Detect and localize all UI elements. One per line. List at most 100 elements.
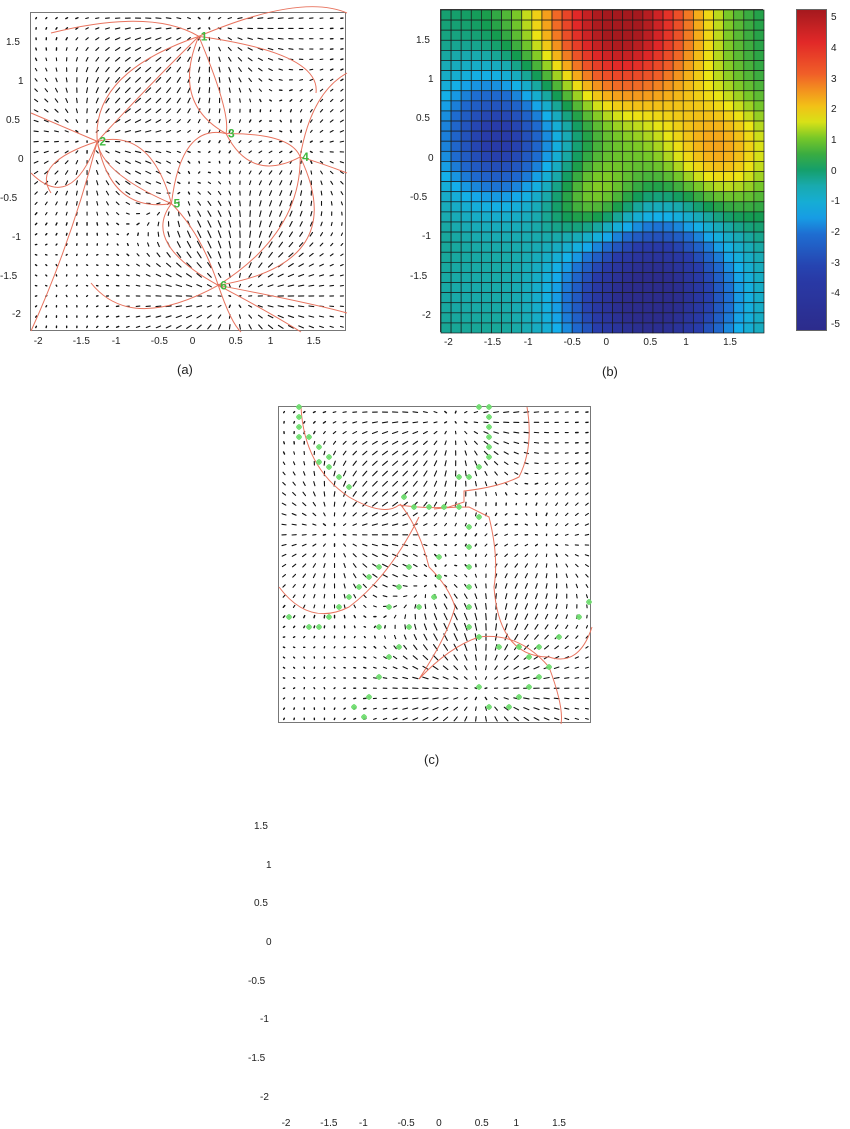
colorbar-tick-label: 1 bbox=[831, 135, 837, 146]
x-tick-label: 1.5 bbox=[552, 1118, 566, 1129]
boundary-marker bbox=[416, 604, 422, 610]
boundary-marker bbox=[586, 599, 592, 605]
boundary-marker bbox=[326, 464, 332, 470]
boundary-marker bbox=[456, 504, 462, 510]
boundary-marker bbox=[316, 444, 322, 450]
boundary-marker bbox=[486, 454, 492, 460]
boundary-marker bbox=[306, 624, 312, 630]
y-tick-label: -2 bbox=[422, 310, 431, 321]
x-tick-label: -1.5 bbox=[320, 1118, 337, 1129]
colorbar-tick-label: -3 bbox=[831, 258, 840, 269]
panel-b-label: (b) bbox=[602, 364, 618, 379]
panel-c-axes bbox=[278, 406, 591, 723]
boundary-marker bbox=[486, 414, 492, 420]
colorbar-tick-label: -5 bbox=[831, 319, 840, 330]
boundary-marker bbox=[476, 514, 482, 520]
boundary-marker bbox=[366, 694, 372, 700]
y-tick-label: 0.5 bbox=[254, 898, 268, 909]
y-tick-label: -1.5 bbox=[248, 1053, 265, 1064]
boundary-marker bbox=[286, 614, 292, 620]
boundary-marker bbox=[376, 674, 382, 680]
boundary-marker bbox=[296, 424, 302, 430]
x-tick-label: -2 bbox=[282, 1118, 291, 1129]
boundary-marker bbox=[431, 594, 437, 600]
boundary-marker bbox=[556, 634, 562, 640]
boundary-marker bbox=[456, 474, 462, 480]
boundary-marker bbox=[406, 564, 412, 570]
boundary-marker bbox=[386, 654, 392, 660]
boundary-marker bbox=[411, 504, 417, 510]
boundary-marker bbox=[376, 564, 382, 570]
boundary-marker bbox=[466, 474, 472, 480]
colorbar-tick-label: 4 bbox=[831, 43, 837, 54]
boundary-marker bbox=[476, 404, 482, 410]
colorbar-tick-label: -2 bbox=[831, 227, 840, 238]
boundary-marker bbox=[351, 704, 357, 710]
boundary-marker bbox=[426, 504, 432, 510]
boundary-marker bbox=[336, 604, 342, 610]
y-tick-label: 1.5 bbox=[416, 35, 430, 46]
colorbar-tick-label: 0 bbox=[831, 166, 837, 177]
boundary-marker bbox=[466, 524, 472, 530]
panel-b-axes bbox=[440, 9, 763, 332]
panel-c-label: (c) bbox=[424, 752, 439, 767]
boundary-marker bbox=[396, 584, 402, 590]
y-tick-label: -1.5 bbox=[410, 271, 427, 282]
boundary-marker bbox=[346, 484, 352, 490]
boundary-marker bbox=[526, 684, 532, 690]
boundary-marker bbox=[476, 634, 482, 640]
boundary-marker bbox=[466, 584, 472, 590]
boundary-marker bbox=[326, 454, 332, 460]
boundary-marker bbox=[346, 594, 352, 600]
boundary-marker bbox=[406, 624, 412, 630]
boundary-marker bbox=[466, 564, 472, 570]
boundary-marker bbox=[526, 654, 532, 660]
boundary-marker bbox=[316, 624, 322, 630]
boundary-marker bbox=[386, 604, 392, 610]
x-tick-label: -0.5 bbox=[564, 337, 581, 348]
panel-b-heatmap bbox=[441, 10, 764, 333]
y-tick-label: 1 bbox=[266, 860, 272, 871]
y-tick-label: 0.5 bbox=[416, 113, 430, 124]
colorbar-tick-label: 2 bbox=[831, 104, 837, 115]
boundary-marker bbox=[536, 644, 542, 650]
boundary-marker bbox=[486, 444, 492, 450]
x-tick-label: -1 bbox=[524, 337, 533, 348]
boundary-marker bbox=[366, 574, 372, 580]
boundary-marker bbox=[436, 554, 442, 560]
x-tick-label: 0 bbox=[436, 1118, 442, 1129]
boundary-marker bbox=[336, 474, 342, 480]
boundary-marker bbox=[306, 434, 312, 440]
boundary-marker bbox=[356, 584, 362, 590]
x-tick-label: 0 bbox=[603, 337, 609, 348]
boundary-marker bbox=[296, 434, 302, 440]
y-tick-label: 1 bbox=[428, 74, 434, 85]
x-tick-label: 1.5 bbox=[723, 337, 737, 348]
colorbar-tick-label: 5 bbox=[831, 12, 837, 23]
colorbar bbox=[796, 9, 827, 331]
y-tick-label: 1.5 bbox=[254, 821, 268, 832]
colorbar-tick-label: 3 bbox=[831, 74, 837, 85]
x-tick-label: -1 bbox=[359, 1118, 368, 1129]
boundary-marker bbox=[486, 704, 492, 710]
y-tick-label: -2 bbox=[260, 1092, 269, 1103]
boundary-marker bbox=[486, 434, 492, 440]
boundary-marker bbox=[486, 404, 492, 410]
boundary-marker bbox=[376, 624, 382, 630]
boundary-marker bbox=[486, 424, 492, 430]
boundary-marker bbox=[536, 674, 542, 680]
x-tick-label: -0.5 bbox=[398, 1118, 415, 1129]
x-tick-label: -2 bbox=[444, 337, 453, 348]
boundary-marker bbox=[401, 494, 407, 500]
x-tick-label: -1.5 bbox=[484, 337, 501, 348]
x-tick-label: 1 bbox=[513, 1118, 519, 1129]
boundary-marker bbox=[441, 504, 447, 510]
x-tick-label: 0.5 bbox=[643, 337, 657, 348]
x-tick-label: 1 bbox=[683, 337, 689, 348]
y-tick-label: -1 bbox=[260, 1014, 269, 1025]
boundary-marker bbox=[396, 644, 402, 650]
y-tick-label: -0.5 bbox=[248, 976, 265, 987]
y-tick-label: 0 bbox=[428, 153, 434, 164]
